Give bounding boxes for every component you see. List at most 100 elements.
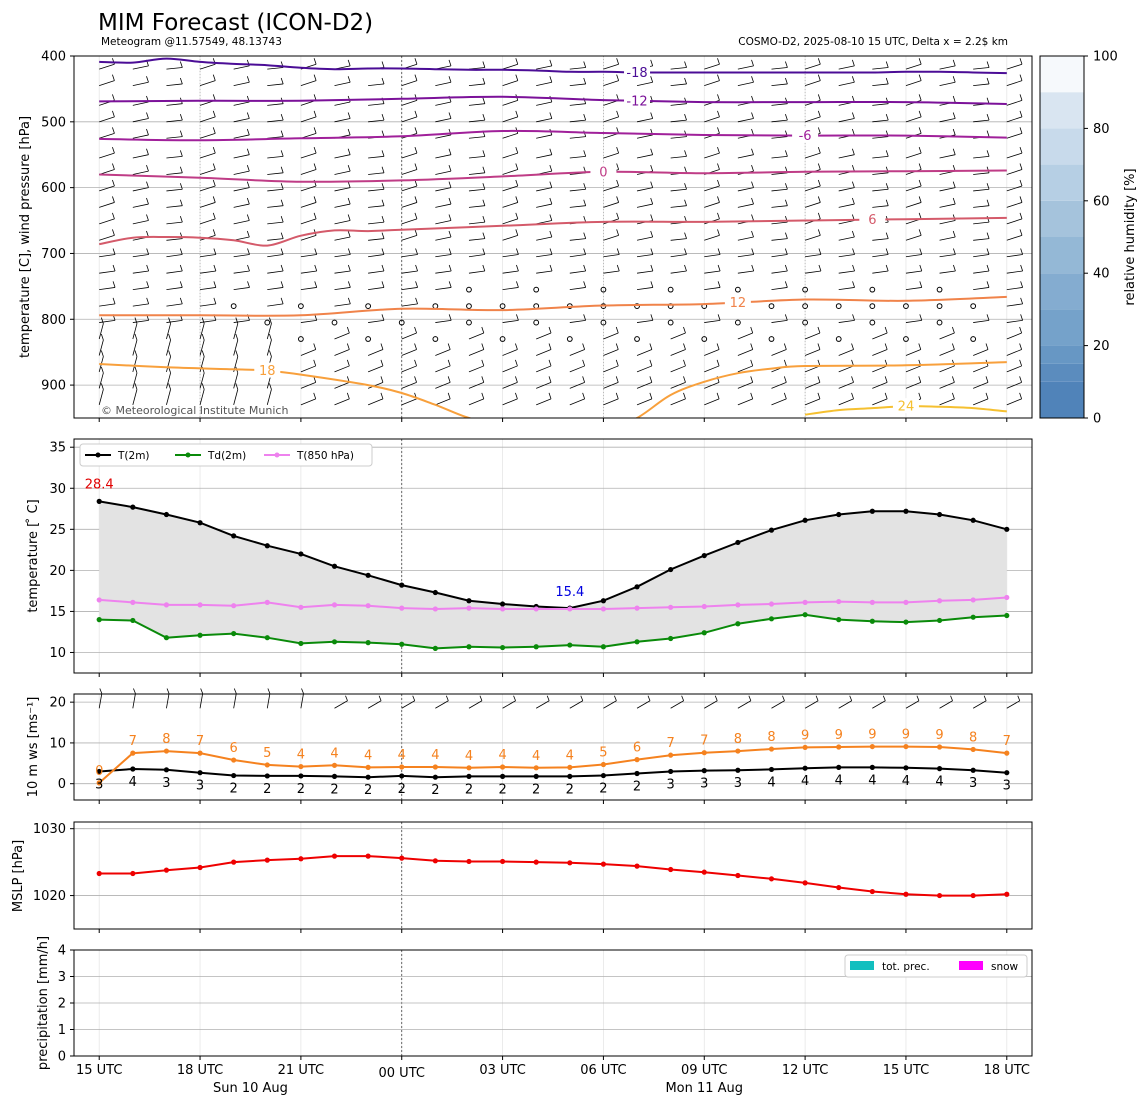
series-point [264, 773, 270, 779]
wind-barb [300, 287, 317, 291]
wind-barb-flag [986, 248, 990, 255]
xtick-label: 06 UTC [580, 1063, 626, 1078]
wind-barb [973, 254, 990, 258]
wind-barb [401, 202, 418, 208]
wind-barb-flag [650, 181, 654, 188]
wind-barb [536, 382, 552, 389]
wind-barb-flag [919, 248, 923, 255]
wind-barb-flag [516, 281, 519, 288]
series-point [466, 765, 472, 771]
wind-barb-flag [784, 314, 788, 321]
wind-barb-flag [112, 196, 115, 203]
wind-barb [166, 303, 183, 307]
wind-barb-flag [516, 264, 519, 272]
wind-barb-flag [313, 74, 317, 81]
wind-barb-flag [717, 281, 721, 288]
wind-barb-flag [649, 376, 653, 383]
wind-barb [233, 170, 250, 175]
wind-barb-flag [751, 230, 754, 238]
wind-barb-flag [953, 264, 956, 272]
wind-barb [872, 365, 888, 373]
wind-barb [502, 349, 518, 356]
colorbar-label: relative humidity [%] [1123, 168, 1138, 305]
wind-barb-flag [785, 232, 788, 239]
wind-barb-flag [549, 197, 553, 205]
wind-barb-flag [616, 196, 620, 203]
wind-barb [838, 398, 854, 406]
wind-barb [334, 118, 351, 123]
wind-barb-flag [448, 197, 452, 205]
wind-barb-flag [884, 343, 888, 350]
wind-barb-flag [1019, 74, 1023, 81]
wind-value-label: 2 [532, 782, 540, 797]
series-point [668, 768, 674, 775]
wind-barb [233, 154, 250, 159]
wind-value-label: 5 [599, 746, 607, 761]
wind-barb [973, 382, 989, 389]
wind-barb [401, 116, 418, 123]
wind-barb-flag [246, 112, 250, 119]
wind-barb-flag [212, 212, 216, 220]
wind-barb [468, 270, 485, 274]
wind-barb-flag [582, 392, 586, 399]
wind-barb [670, 382, 686, 389]
wind-barb [872, 700, 886, 709]
wind-barb [233, 134, 250, 139]
wind-barb-flag [347, 297, 351, 305]
wind-barb [872, 83, 889, 87]
wind-barb [1006, 234, 1023, 241]
series-point [600, 861, 607, 867]
series-point [533, 765, 539, 771]
series-point [701, 603, 707, 610]
wind-barb [233, 203, 250, 208]
wind-barb [1006, 116, 1023, 123]
series-point [96, 597, 102, 603]
wind-barb-flag [380, 376, 384, 383]
wind-barb-flag [269, 317, 272, 324]
wind-barb [905, 365, 921, 373]
wind-barb [569, 155, 586, 159]
series-point [399, 605, 405, 611]
colorbar-cell [1040, 200, 1084, 237]
wind-barb [939, 254, 956, 258]
wind-barb [468, 700, 483, 709]
legend-td2m: Td(2m) [207, 450, 246, 462]
wind-barb [939, 332, 955, 340]
wind-value-label: 9 [935, 728, 943, 743]
wind-barb [670, 349, 686, 356]
wind-barb-flag [885, 150, 889, 157]
wind-barb-flag [381, 216, 385, 223]
wind-barb [199, 63, 216, 70]
wind-barb-flag [650, 264, 654, 272]
series-point [802, 612, 808, 618]
series-point [163, 748, 170, 754]
wind-barb [838, 365, 854, 373]
calm-marker [835, 336, 842, 342]
wind-barb [98, 323, 104, 340]
ytick-label: 800 [41, 313, 66, 328]
wind-barb-flag [885, 77, 889, 85]
temperature-spread-fill [99, 501, 1007, 649]
wind-barb-flag [1019, 127, 1023, 134]
wind-barb-flag [751, 95, 754, 103]
series-point [869, 764, 875, 770]
wind-barb-flag [313, 58, 317, 65]
wind-barb [401, 349, 417, 356]
series-point [836, 617, 842, 623]
wind-barb-flag [750, 343, 754, 350]
wind-barb-flag [717, 110, 720, 118]
wind-barb-flag [952, 326, 955, 334]
wind-barb [704, 398, 720, 406]
series-line-1 [98, 745, 1007, 784]
wind-barb [334, 81, 351, 87]
colorbar-cell [1040, 273, 1084, 310]
series-point [163, 635, 170, 641]
wind-barb-flag [515, 146, 519, 154]
wind-barb-flag [515, 163, 519, 170]
wind-barb-flag [549, 248, 553, 255]
wind-barb-flag [1019, 196, 1023, 203]
wind-value-label: 8 [969, 730, 977, 745]
calm-marker [903, 303, 909, 310]
wind-barb [804, 332, 821, 340]
colorbar-cell [1040, 164, 1084, 201]
